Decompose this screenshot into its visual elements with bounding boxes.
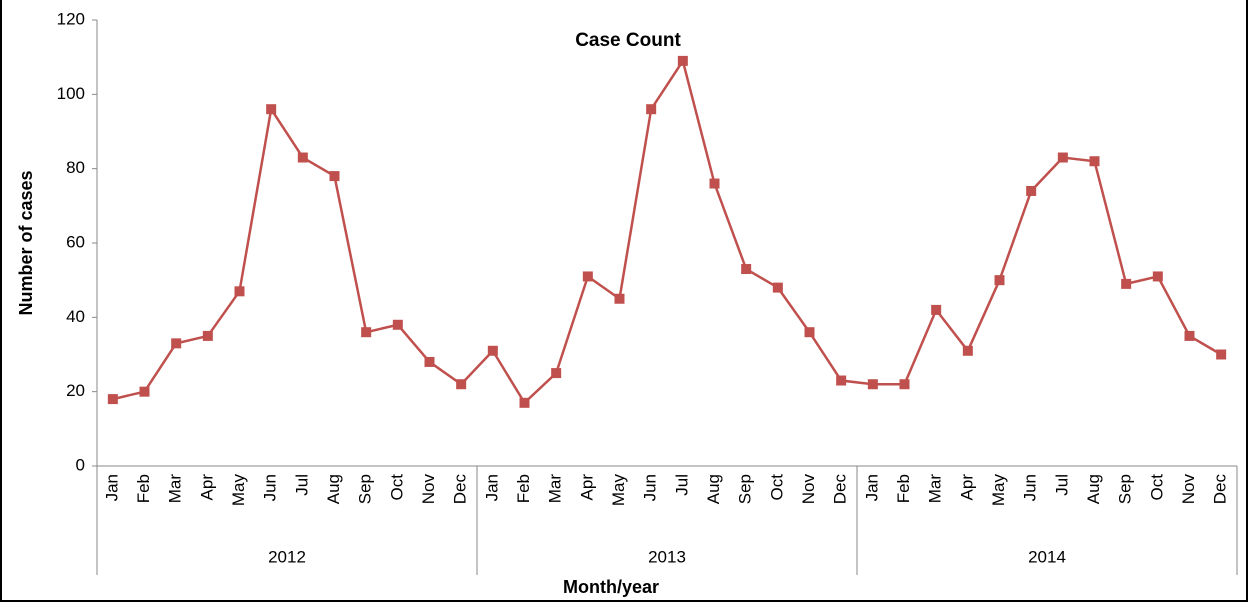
y-tick-label: 60	[66, 232, 85, 251]
marker	[899, 379, 910, 390]
marker	[171, 338, 182, 349]
line	[112, 57, 1222, 405]
marker	[266, 104, 277, 115]
marker	[1089, 156, 1100, 167]
x-tick-label: Dec	[451, 474, 470, 505]
x-tick-label: Dec	[831, 474, 850, 505]
x-tick-label: Sep	[1116, 474, 1135, 504]
x-tick-label: Oct	[767, 474, 786, 501]
x-tick-label: Aug	[704, 474, 723, 504]
x-tick-label: Feb	[894, 474, 913, 503]
x-tick-label: Jun	[261, 474, 280, 501]
marker	[551, 368, 562, 379]
x-tick-label: Nov	[799, 474, 818, 505]
marker	[329, 171, 340, 182]
x-tick-label: Apr	[577, 474, 596, 501]
x-tick-label: Mar	[166, 474, 185, 504]
marker	[1121, 278, 1132, 289]
marker	[297, 152, 308, 163]
marker	[677, 55, 688, 66]
marker	[646, 104, 657, 115]
x-tick-label: Feb	[134, 474, 153, 503]
x-tick-label: Jul	[672, 474, 691, 496]
marker	[1152, 271, 1163, 282]
x-tick-label: Jan	[862, 474, 881, 501]
marker	[107, 394, 118, 405]
marker	[772, 282, 783, 293]
marker	[931, 304, 942, 315]
x-tick-label: Sep	[356, 474, 375, 504]
marker	[519, 397, 530, 408]
x-tick-label: Mar	[546, 474, 565, 504]
x-tick-label: Jan	[102, 474, 121, 501]
marker	[234, 286, 245, 297]
marker	[361, 327, 372, 338]
marker	[867, 379, 878, 390]
group-label: 2013	[648, 547, 686, 566]
marker	[1057, 152, 1068, 163]
y-tick-label: 40	[66, 307, 85, 326]
x-tick-label: May	[229, 474, 248, 507]
marker	[1184, 330, 1195, 341]
y-tick-label: 120	[57, 9, 85, 28]
x-tick-label: Apr	[957, 474, 976, 501]
marker	[1216, 349, 1227, 360]
x-tick-label: Aug	[1084, 474, 1103, 504]
marker	[994, 275, 1005, 286]
x-tick-label: Jul	[292, 474, 311, 496]
marker	[614, 293, 625, 304]
x-axis-title: Month/year	[563, 577, 659, 597]
x-tick-label: Oct	[1147, 474, 1166, 501]
marker	[741, 264, 752, 275]
group-label: 2012	[268, 547, 306, 566]
x-tick-label: Jan	[482, 474, 501, 501]
x-tick-label: Jun	[641, 474, 660, 501]
marker	[202, 330, 213, 341]
marker	[582, 271, 593, 282]
marker	[456, 379, 467, 390]
x-tick-label: Apr	[197, 474, 216, 501]
marker	[487, 345, 498, 356]
y-tick-label: 80	[66, 158, 85, 177]
x-tick-label: Mar	[926, 474, 945, 504]
chart-title: Case Count	[575, 30, 681, 51]
x-tick-label: Aug	[324, 474, 343, 504]
x-tick-label: Sep	[736, 474, 755, 504]
marker	[392, 319, 403, 330]
x-tick-label: Nov	[419, 474, 438, 505]
y-tick-label: 100	[57, 84, 85, 103]
y-tick-label: 0	[76, 455, 85, 474]
group-label: 2014	[1028, 547, 1066, 566]
x-tick-label: May	[609, 474, 628, 507]
x-tick-label: Feb	[514, 474, 533, 503]
marker	[424, 356, 435, 367]
x-tick-label: Oct	[387, 474, 406, 501]
marker	[804, 327, 815, 338]
x-tick-label: Nov	[1179, 474, 1198, 505]
marker	[709, 178, 720, 189]
x-tick-label: May	[989, 474, 1008, 507]
x-tick-label: Dec	[1211, 474, 1230, 505]
y-axis-title: Number of cases	[16, 170, 36, 315]
y-tick-label: 20	[66, 381, 85, 400]
x-tick-label: Jun	[1021, 474, 1040, 501]
marker	[962, 345, 973, 356]
marker	[1026, 185, 1037, 196]
marker	[836, 375, 847, 386]
x-tick-label: Jul	[1052, 474, 1071, 496]
marker	[139, 386, 150, 397]
